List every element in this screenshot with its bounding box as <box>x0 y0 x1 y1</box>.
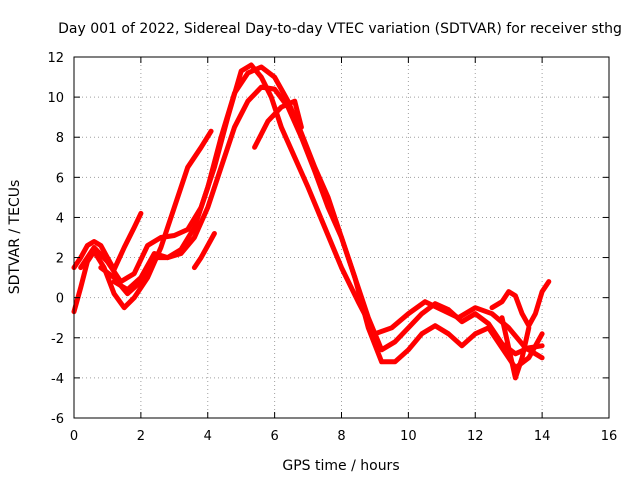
ticks <box>73 56 610 419</box>
y-tick-label: 0 <box>56 292 64 307</box>
x-tick-label: 4 <box>204 429 212 444</box>
satellite-track-5 <box>111 84 545 371</box>
series-layer <box>71 62 552 381</box>
satellite-track-1 <box>71 210 144 273</box>
x-tick-label: 16 <box>601 429 618 444</box>
x-tick-label: 0 <box>70 429 78 444</box>
x-tick-label: 6 <box>270 429 278 444</box>
x-tick-label: 12 <box>467 429 484 444</box>
y-tick-label: -4 <box>51 372 64 387</box>
satellite-track-7 <box>252 98 304 150</box>
x-tick-label: 10 <box>400 429 417 444</box>
satellite-track-6 <box>191 231 217 271</box>
y-tick-label: 10 <box>47 91 64 106</box>
x-tick-label: 2 <box>137 429 145 444</box>
y-tick-label: -2 <box>51 332 64 347</box>
y-tick-label: 4 <box>56 211 64 226</box>
y-tick-label: 12 <box>47 51 64 66</box>
x-tick-label: 14 <box>534 429 551 444</box>
y-tick-label: 6 <box>56 171 64 186</box>
y-tick-label: -6 <box>51 412 64 427</box>
satellite-track-8 <box>489 279 552 329</box>
satellite-track-4 <box>98 64 545 357</box>
chart-title: Day 001 of 2022, Sidereal Day-to-day VTE… <box>58 21 622 37</box>
x-tick-label: 8 <box>337 429 345 444</box>
y-tick-labels: -6 -4 -2 0 2 4 6 8 10 12 <box>47 51 64 427</box>
x-tick-labels: 0 2 4 6 8 10 12 14 16 <box>70 429 617 444</box>
y-tick-label: 2 <box>56 252 64 267</box>
y-tick-label: 8 <box>56 131 64 146</box>
x-axis-title: GPS time / hours <box>282 458 399 474</box>
y-axis-title: SDTVAR / TECUs <box>7 180 23 295</box>
satellite-track-9 <box>499 315 532 381</box>
